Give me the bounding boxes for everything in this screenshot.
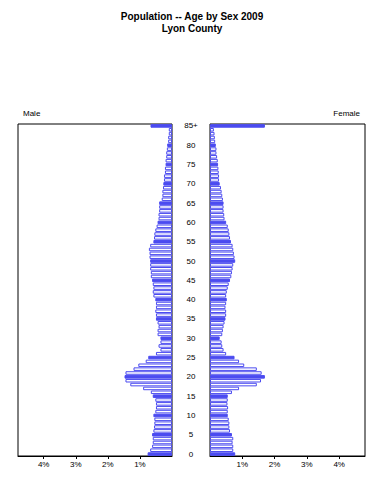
svg-text:2%: 2% [269,460,281,469]
svg-text:25: 25 [187,353,196,362]
svg-text:4%: 4% [38,460,50,469]
svg-text:40: 40 [187,295,196,304]
svg-text:20: 20 [187,372,196,381]
svg-text:3%: 3% [301,460,313,469]
svg-text:1%: 1% [237,460,249,469]
svg-text:35: 35 [187,314,196,323]
svg-text:4%: 4% [333,460,345,469]
svg-text:0: 0 [189,450,194,459]
svg-text:5: 5 [189,430,194,439]
svg-text:55: 55 [187,237,196,246]
svg-text:Lyon County: Lyon County [162,23,223,34]
svg-text:70: 70 [187,179,196,188]
svg-text:75: 75 [187,160,196,169]
svg-text:65: 65 [187,199,196,208]
svg-text:Female: Female [333,109,360,118]
svg-text:3%: 3% [70,460,82,469]
svg-text:50: 50 [187,257,196,266]
svg-text:10: 10 [187,411,196,420]
svg-text:15: 15 [187,392,196,401]
svg-text:85+: 85+ [184,121,198,130]
svg-text:45: 45 [187,276,196,285]
svg-text:Population -- Age by Sex 2009: Population -- Age by Sex 2009 [121,11,264,22]
svg-text:60: 60 [187,218,196,227]
svg-text:80: 80 [187,141,196,150]
svg-text:30: 30 [187,334,196,343]
svg-text:Male: Male [23,109,41,118]
svg-text:1%: 1% [134,460,146,469]
svg-text:2%: 2% [102,460,114,469]
